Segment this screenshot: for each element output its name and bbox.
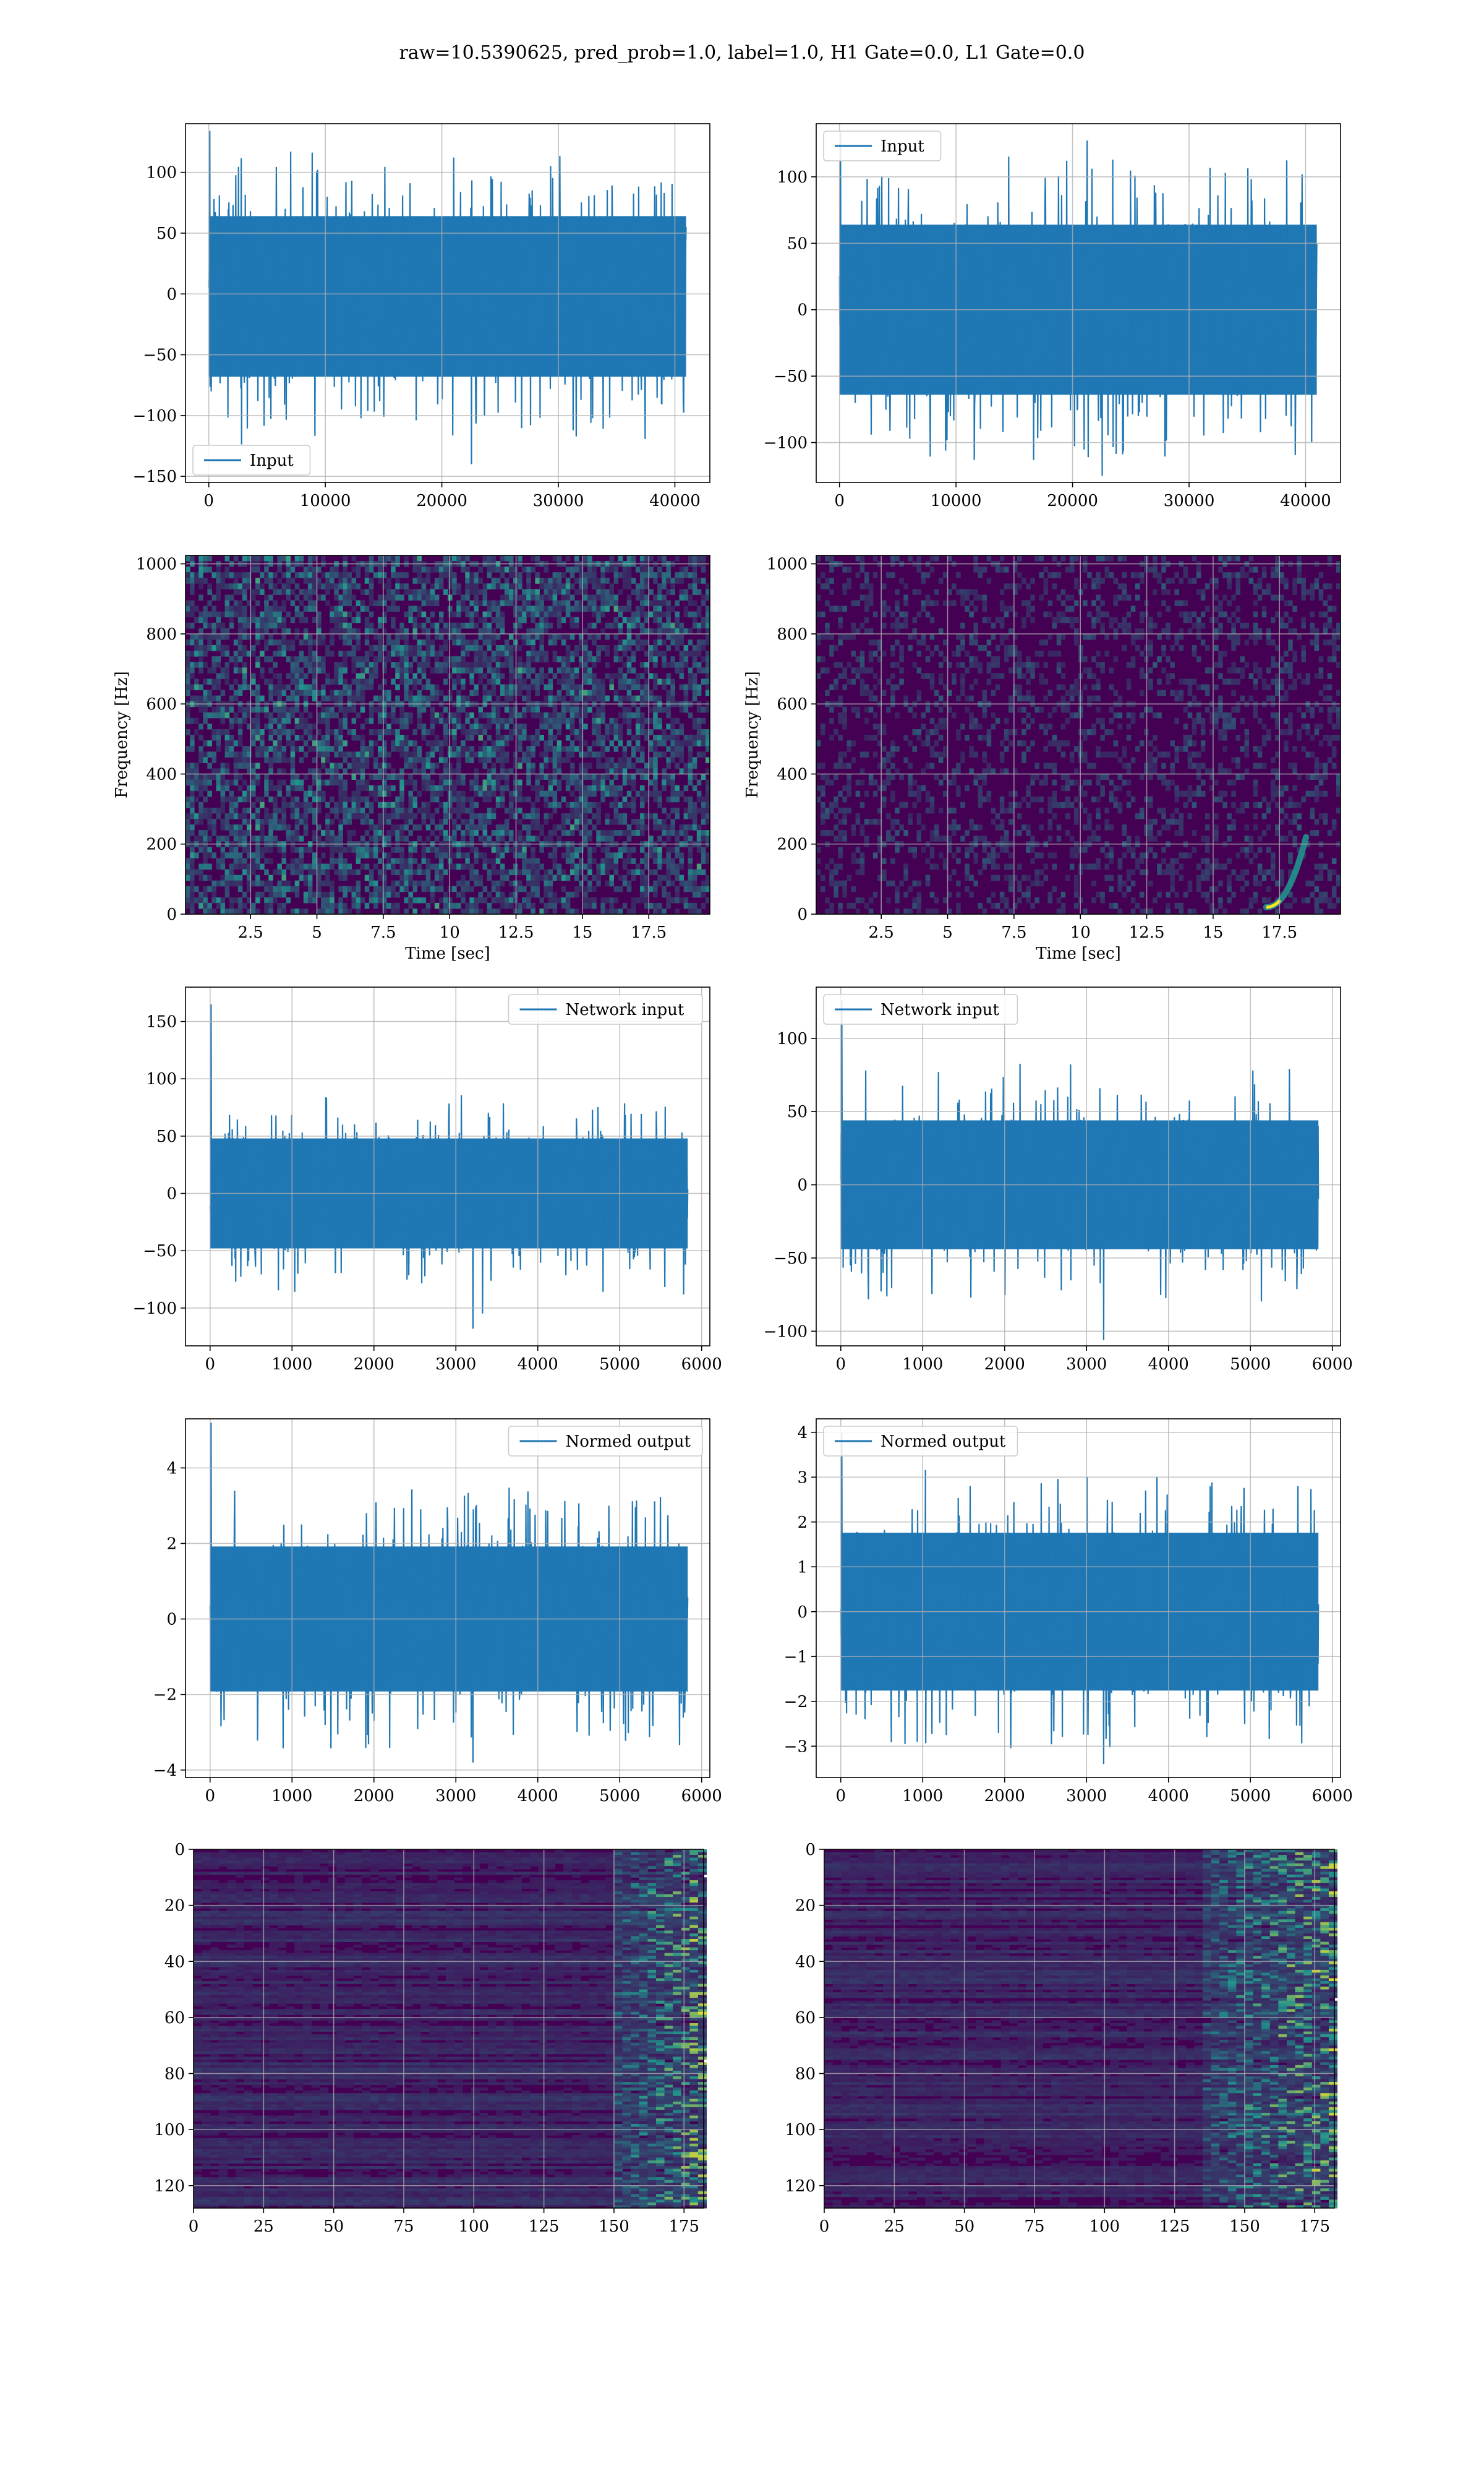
y-tick-label: 50 bbox=[156, 225, 177, 243]
x-tick-label: 10000 bbox=[300, 492, 351, 510]
legend-label: Input bbox=[250, 452, 294, 470]
x-tick-label: 30000 bbox=[533, 492, 584, 510]
y-tick-label: −100 bbox=[133, 407, 177, 426]
y-tick-label: −50 bbox=[143, 346, 177, 365]
y-tick-label: 0 bbox=[166, 285, 177, 304]
x-tick-label: 20000 bbox=[416, 492, 467, 510]
x-tick-label: 40000 bbox=[649, 492, 701, 510]
legend: Input bbox=[192, 445, 311, 476]
x-tick-label: 0 bbox=[203, 492, 214, 510]
y-tick-label: 100 bbox=[146, 164, 177, 182]
y-tick-label: −150 bbox=[133, 468, 177, 486]
